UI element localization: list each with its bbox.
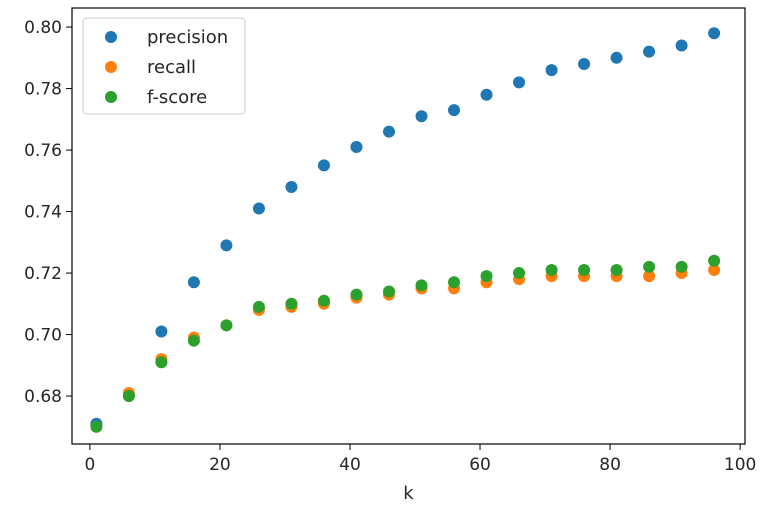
- point-f-score: [578, 263, 591, 276]
- legend-label-recall: recall: [147, 57, 196, 78]
- y-tick-label: 0.78: [24, 80, 62, 100]
- point-precision: [187, 276, 200, 289]
- point-f-score: [285, 297, 298, 310]
- legend-box: [82, 17, 246, 115]
- x-tick-label: 0: [84, 455, 95, 475]
- legend-marker-precision: [105, 31, 117, 43]
- y-tick-label: 0.80: [24, 18, 62, 38]
- point-precision: [480, 88, 493, 101]
- y-tick-label: 0.70: [24, 326, 62, 346]
- point-f-score: [252, 300, 265, 313]
- point-precision: [545, 64, 558, 77]
- point-f-score: [90, 420, 103, 433]
- point-precision: [708, 27, 721, 40]
- point-f-score: [480, 270, 493, 283]
- point-precision: [675, 39, 688, 52]
- x-axis-label: k: [403, 483, 414, 504]
- x-tick-label: 100: [724, 455, 756, 475]
- point-precision: [155, 325, 168, 338]
- x-tick-label: 20: [209, 455, 231, 475]
- point-f-score: [187, 334, 200, 347]
- y-tick-label: 0.76: [24, 141, 62, 161]
- y-tick-label: 0.68: [24, 387, 62, 407]
- point-f-score: [513, 267, 526, 280]
- legend-marker-recall: [105, 61, 117, 73]
- point-precision: [415, 110, 428, 123]
- legend-label-precision: precision: [147, 27, 228, 48]
- point-f-score: [122, 390, 135, 403]
- point-f-score: [317, 294, 330, 307]
- point-recall: [643, 270, 656, 283]
- point-f-score: [350, 288, 363, 301]
- point-precision: [513, 76, 526, 89]
- point-precision: [382, 125, 395, 138]
- legend-label-f-score: f-score: [147, 87, 207, 108]
- point-f-score: [382, 285, 395, 298]
- legend-marker-f-score: [105, 91, 117, 103]
- point-f-score: [708, 254, 721, 267]
- point-precision: [578, 57, 591, 70]
- point-precision: [220, 239, 233, 252]
- x-tick-label: 60: [469, 455, 491, 475]
- point-f-score: [155, 356, 168, 369]
- legend: precision recall f-score: [82, 17, 246, 115]
- x-tick-label: 80: [599, 455, 621, 475]
- x-tick-label: 40: [339, 455, 361, 475]
- point-precision: [448, 104, 461, 117]
- point-f-score: [415, 279, 428, 292]
- point-precision: [350, 140, 363, 153]
- axis-ticks: 0 20 40 60 80 100 0.68 0.70 0.72 0.74 0.76 0.78 0.80: [24, 18, 756, 475]
- point-f-score: [545, 263, 558, 276]
- point-f-score: [675, 260, 688, 273]
- point-precision: [285, 180, 298, 193]
- point-precision: [317, 159, 330, 172]
- data-points: [90, 27, 721, 433]
- point-f-score: [643, 260, 656, 273]
- point-f-score: [610, 263, 623, 276]
- point-f-score: [220, 319, 233, 332]
- point-f-score: [448, 276, 461, 289]
- point-precision: [252, 202, 265, 215]
- y-tick-label: 0.72: [24, 264, 62, 284]
- point-recall: [708, 263, 721, 276]
- point-precision: [643, 45, 656, 58]
- point-precision: [610, 51, 623, 64]
- y-tick-label: 0.74: [24, 203, 62, 223]
